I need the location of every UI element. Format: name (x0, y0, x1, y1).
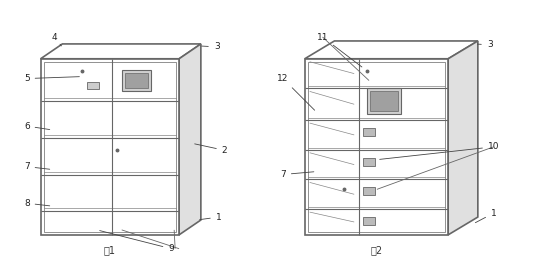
Bar (307, 62, 445, 232)
Text: 10: 10 (380, 142, 500, 159)
Bar (363, 187, 375, 195)
Bar (87, 82, 99, 90)
Text: 图2: 图2 (370, 245, 382, 255)
Bar (41, 59, 179, 235)
Bar (305, 59, 448, 235)
Bar (44, 62, 176, 232)
Polygon shape (179, 44, 201, 235)
Bar (363, 158, 375, 166)
Bar (367, 88, 401, 114)
Text: 6: 6 (24, 122, 50, 131)
Bar (363, 217, 375, 225)
Bar (125, 72, 148, 88)
Text: 3: 3 (202, 42, 220, 51)
Bar (122, 70, 151, 91)
Text: 4: 4 (52, 33, 62, 46)
Text: 7: 7 (24, 162, 50, 171)
Polygon shape (448, 41, 478, 235)
Text: 5: 5 (24, 74, 80, 83)
Text: 1: 1 (200, 213, 222, 222)
Text: 3: 3 (478, 41, 493, 50)
Text: 7: 7 (280, 170, 314, 179)
Text: 9: 9 (100, 231, 174, 253)
Text: 12: 12 (277, 74, 315, 110)
Text: 11: 11 (317, 33, 362, 67)
Polygon shape (305, 41, 478, 59)
Polygon shape (41, 44, 201, 59)
Text: 图1: 图1 (104, 245, 116, 255)
Text: 8: 8 (24, 199, 50, 208)
Bar (363, 128, 375, 136)
Bar (370, 91, 398, 111)
Text: 2: 2 (195, 144, 227, 155)
Text: 1: 1 (475, 208, 497, 223)
